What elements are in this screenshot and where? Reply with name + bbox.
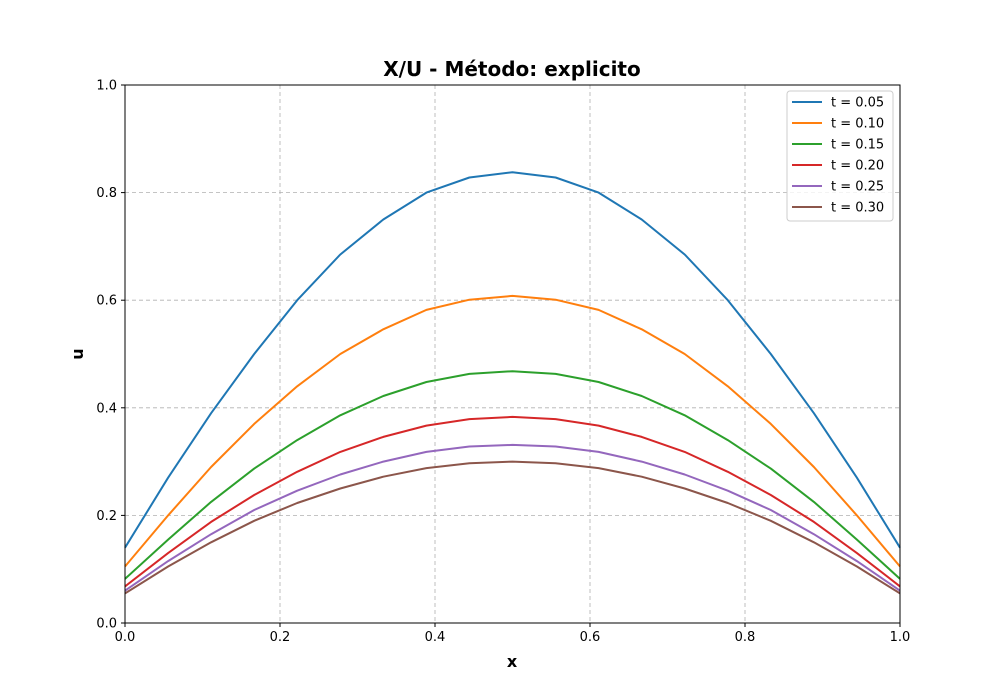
y-tick-label: 0.2: [96, 509, 117, 524]
x-axis-label: x: [507, 652, 518, 671]
series-lines: [124, 171, 901, 595]
y-tick-label: 0.0: [96, 617, 117, 632]
x-tick-label: 0.8: [735, 630, 756, 645]
series-line-1: [124, 171, 901, 549]
x-tick-label: 0.6: [580, 630, 601, 645]
legend-label-6: t = 0.30: [831, 201, 884, 216]
series-line-3: [124, 370, 901, 580]
x-tick-label: 0.0: [115, 630, 136, 645]
y-tick-label: 0.6: [96, 294, 117, 309]
legend: t = 0.05 t = 0.10 t = 0.15 t = 0.20 t = 0.25…: [786, 90, 894, 222]
legend-label-3: t = 0.15: [831, 138, 884, 153]
legend-label-5: t = 0.25: [831, 180, 884, 195]
legend-label-4: t = 0.20: [831, 159, 884, 174]
series-line-4: [124, 415, 901, 588]
y-axis-ticks: 0.0 0.2 0.4 0.6 0.8 1.0: [96, 79, 125, 632]
y-tick-label: 0.4: [96, 401, 117, 416]
x-axis-ticks: 0.0 0.2 0.4 0.6 0.8 1.0: [115, 623, 911, 645]
legend-label-1: t = 0.05: [831, 96, 884, 111]
y-tick-label: 0.8: [96, 186, 117, 201]
x-tick-label: 1.0: [890, 630, 911, 645]
chart-title: X/U - Método: explicito: [383, 57, 640, 81]
legend-label-2: t = 0.10: [831, 117, 884, 132]
series-line-2: [124, 294, 901, 568]
x-tick-label: 0.2: [270, 630, 291, 645]
x-tick-label: 0.4: [425, 630, 446, 645]
plot-frame: [124, 84, 901, 624]
y-tick-label: 1.0: [96, 79, 117, 94]
series-line-6: [124, 460, 901, 595]
series-line-5: [124, 443, 901, 592]
y-axis-label: u: [68, 348, 87, 359]
